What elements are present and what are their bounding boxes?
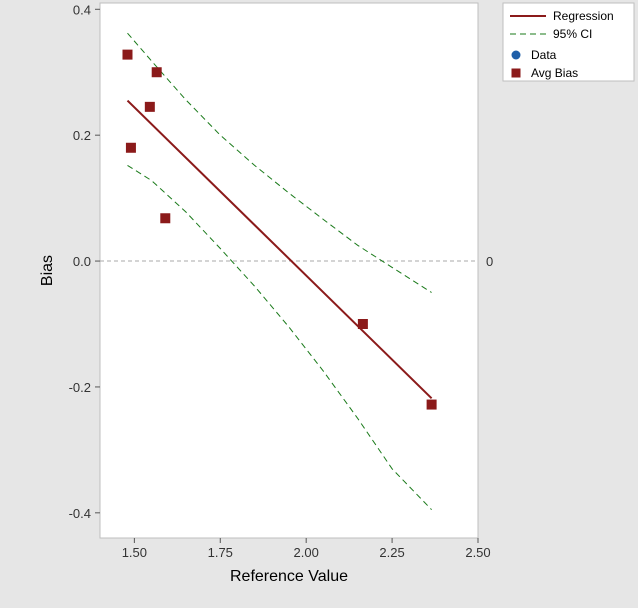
y-tick-label-3: -0.2	[69, 380, 91, 395]
avg-bias-points-layer	[122, 49, 437, 410]
legend-avg-bias-swatch	[511, 68, 521, 78]
avg-bias-point-3	[151, 67, 162, 78]
avg-bias-point-0	[122, 49, 133, 60]
legend-label-2: Data	[531, 48, 557, 62]
x-tick-label-0: 1.50	[122, 545, 147, 560]
x-tick-label-1: 1.75	[208, 545, 233, 560]
legend-label-3: Avg Bias	[531, 66, 578, 80]
plot-area	[99, 2, 479, 539]
avg-bias-point-4	[160, 213, 171, 224]
reference-line-label: 0	[486, 254, 493, 269]
y-axis-title: Bias	[39, 255, 56, 286]
legend-data-swatch	[511, 50, 521, 60]
legend: Regression 95% CI Data Avg Bias	[510, 9, 614, 80]
y-tick-label-0: 0.4	[73, 2, 91, 17]
avg-bias-point-5	[357, 319, 368, 329]
ci-line-3	[127, 164, 432, 511]
y-tick-label-2: 0.0	[73, 254, 91, 269]
y-tick-label-1: 0.2	[73, 128, 91, 143]
x-tick-label-2: 2.00	[294, 545, 319, 560]
y-tick-label-4: -0.4	[69, 506, 91, 521]
reference-line-layer: 0	[100, 254, 493, 269]
x-axis-title: Reference Value	[230, 568, 348, 585]
axes-layer: 1.50 1.75 2.00 2.25 2.50 0.4 0.2 0.0 -0.2 -0.4 Ref…	[39, 2, 491, 585]
regression-line	[126, 99, 433, 400]
avg-bias-point-2	[144, 101, 155, 112]
avg-bias-point-1	[125, 142, 136, 153]
legend-label-1: 95% CI	[553, 27, 592, 41]
avg-bias-point-6	[426, 399, 437, 410]
series-lines-layer	[126, 32, 433, 511]
ci-line-2	[127, 32, 432, 293]
x-tick-label-4: 2.50	[465, 545, 490, 560]
legend-label-0: Regression	[553, 9, 614, 23]
x-tick-label-3: 2.25	[379, 545, 404, 560]
